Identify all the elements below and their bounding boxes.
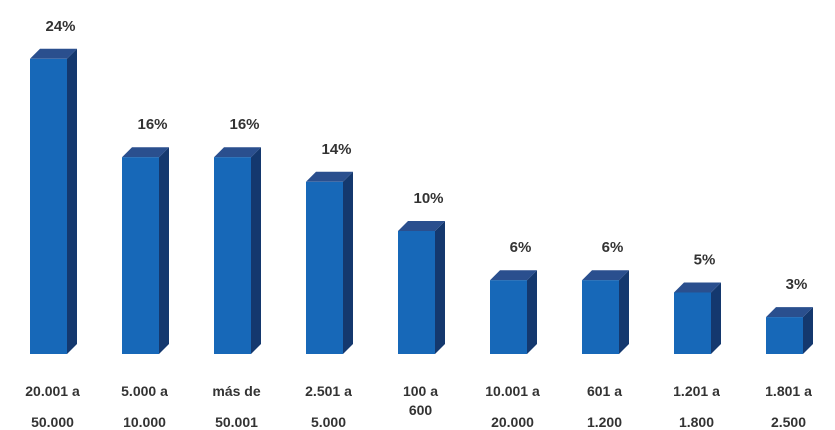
value-label: 6% xyxy=(510,239,532,256)
bar xyxy=(306,171,353,354)
bar xyxy=(766,307,813,354)
bar xyxy=(122,147,169,354)
bar-top xyxy=(306,171,353,182)
bar xyxy=(214,147,261,354)
bar-top xyxy=(30,48,77,59)
bar-top xyxy=(490,270,537,281)
value-label: 6% xyxy=(602,239,624,256)
bar-front xyxy=(214,157,251,354)
bar-side xyxy=(67,48,77,355)
bar-top xyxy=(582,270,629,281)
bar-front xyxy=(122,157,159,354)
bar-top xyxy=(122,147,169,158)
bar-top xyxy=(766,307,813,318)
bar xyxy=(398,221,445,354)
bar-side xyxy=(159,147,169,354)
category-label: 600 xyxy=(409,402,433,418)
category-label: 5.000 xyxy=(311,414,346,430)
bar-side xyxy=(619,270,629,354)
bar xyxy=(490,270,537,354)
bar xyxy=(582,270,629,354)
category-label: 1.801 a xyxy=(765,383,812,399)
bar-side xyxy=(435,221,445,354)
value-label: 24% xyxy=(45,18,75,35)
value-label: 10% xyxy=(413,190,443,207)
category-label: 50.000 xyxy=(31,414,74,430)
value-labels-group: 24% 16% 16% 14% 10% 6% 6% 5% 3% xyxy=(45,18,807,293)
value-label: 5% xyxy=(694,252,716,269)
bars-group xyxy=(30,48,813,355)
category-label: 1.200 xyxy=(587,414,622,430)
category-label: 10.000 xyxy=(123,414,166,430)
category-label: 2.501 a xyxy=(305,383,352,399)
category-label: 601 a xyxy=(587,383,622,399)
bar-front xyxy=(490,280,527,354)
category-label: 50.001 xyxy=(215,414,258,430)
bar-top xyxy=(674,282,721,293)
bar-front xyxy=(674,292,711,354)
bar xyxy=(30,48,77,355)
bar-top xyxy=(214,147,261,158)
value-label: 3% xyxy=(786,276,808,293)
category-label: 1.201 a xyxy=(673,383,720,399)
bar xyxy=(674,282,721,354)
category-label: 1.800 xyxy=(679,414,714,430)
value-label: 16% xyxy=(137,116,167,133)
bar-front xyxy=(398,231,435,354)
category-label: 5.000 a xyxy=(121,383,168,399)
category-label: 10.001 a xyxy=(485,383,540,399)
category-label: 2.500 xyxy=(771,414,806,430)
bar-side xyxy=(343,171,353,354)
bar-front xyxy=(766,317,803,354)
category-label: más de xyxy=(212,383,260,399)
bar-front xyxy=(582,280,619,354)
value-label: 16% xyxy=(229,116,259,133)
bar-side xyxy=(527,270,537,354)
bar-front xyxy=(30,58,67,355)
bar-side xyxy=(711,282,721,354)
category-label: 20.000 xyxy=(491,414,534,430)
bar-top xyxy=(398,221,445,231)
bar-side xyxy=(251,147,261,354)
category-labels-group: 20.001 a 50.000 5.000 a 10.000 más de 50.001 2… xyxy=(25,383,812,430)
bar-side xyxy=(803,307,813,354)
bar-front xyxy=(306,181,343,354)
category-label: 20.001 a xyxy=(25,383,80,399)
value-label: 14% xyxy=(321,141,351,158)
category-label: 100 a xyxy=(403,383,438,399)
